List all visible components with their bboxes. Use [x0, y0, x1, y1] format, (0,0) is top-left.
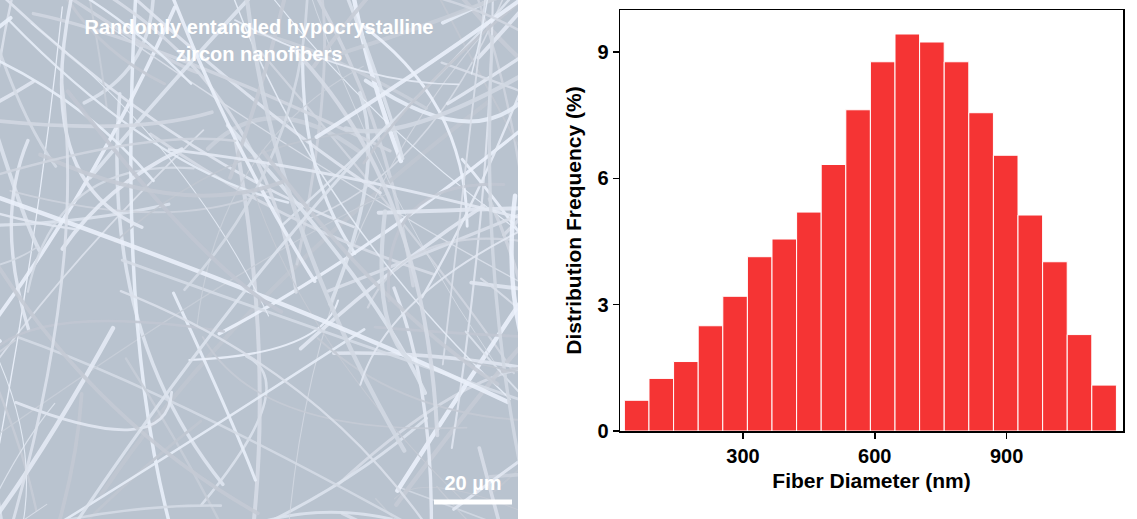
svg-text:9: 9: [597, 41, 608, 63]
svg-text:300: 300: [726, 445, 759, 467]
svg-text:900: 900: [990, 445, 1023, 467]
svg-text:20 µm: 20 µm: [444, 472, 501, 494]
svg-text:0: 0: [597, 420, 608, 442]
svg-text:3: 3: [597, 294, 608, 316]
svg-text:Fiber Diameter (nm): Fiber Diameter (nm): [772, 469, 970, 492]
svg-text:6: 6: [597, 167, 608, 189]
svg-text:Distribution Frequency (%): Distribution Frequency (%): [562, 86, 585, 354]
svg-text:600: 600: [858, 445, 891, 467]
svg-text:Randomly entangled hypocrystal: Randomly entangled hypocrystallinezircon…: [85, 16, 434, 65]
